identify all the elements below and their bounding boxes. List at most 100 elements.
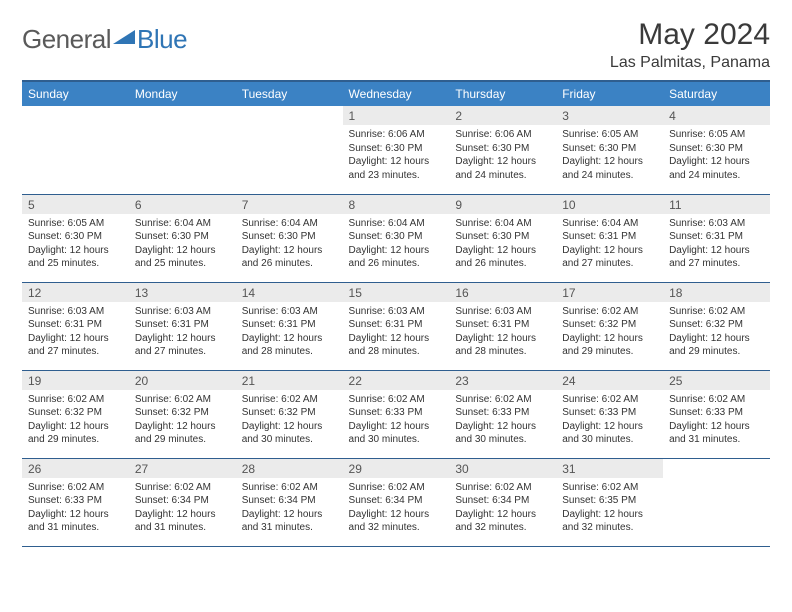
day-number: 29 (343, 459, 450, 478)
day-number: 27 (129, 459, 236, 478)
calendar-day-cell: 9Sunrise: 6:04 AMSunset: 6:30 PMDaylight… (449, 194, 556, 282)
calendar-day-cell: 27Sunrise: 6:02 AMSunset: 6:34 PMDayligh… (129, 458, 236, 546)
day-number: 26 (22, 459, 129, 478)
day-details: Sunrise: 6:02 AMSunset: 6:33 PMDaylight:… (449, 390, 556, 451)
day-details: Sunrise: 6:03 AMSunset: 6:31 PMDaylight:… (343, 302, 450, 363)
calendar-day-cell: 20Sunrise: 6:02 AMSunset: 6:32 PMDayligh… (129, 370, 236, 458)
day-number: 19 (22, 371, 129, 390)
day-details: Sunrise: 6:02 AMSunset: 6:32 PMDaylight:… (556, 302, 663, 363)
calendar-day-cell: 12Sunrise: 6:03 AMSunset: 6:31 PMDayligh… (22, 282, 129, 370)
day-details: Sunrise: 6:02 AMSunset: 6:34 PMDaylight:… (129, 478, 236, 539)
calendar-day-cell: 7Sunrise: 6:04 AMSunset: 6:30 PMDaylight… (236, 194, 343, 282)
day-details: Sunrise: 6:05 AMSunset: 6:30 PMDaylight:… (556, 125, 663, 186)
calendar-day-cell: 24Sunrise: 6:02 AMSunset: 6:33 PMDayligh… (556, 370, 663, 458)
day-details: Sunrise: 6:02 AMSunset: 6:33 PMDaylight:… (556, 390, 663, 451)
day-details: Sunrise: 6:02 AMSunset: 6:35 PMDaylight:… (556, 478, 663, 539)
calendar-week-row: 12Sunrise: 6:03 AMSunset: 6:31 PMDayligh… (22, 282, 770, 370)
day-number: 2 (449, 106, 556, 125)
day-number: 23 (449, 371, 556, 390)
day-details: Sunrise: 6:03 AMSunset: 6:31 PMDaylight:… (663, 214, 770, 275)
day-number: 31 (556, 459, 663, 478)
calendar-day-cell: 13Sunrise: 6:03 AMSunset: 6:31 PMDayligh… (129, 282, 236, 370)
calendar-day-cell: 10Sunrise: 6:04 AMSunset: 6:31 PMDayligh… (556, 194, 663, 282)
day-details: Sunrise: 6:06 AMSunset: 6:30 PMDaylight:… (449, 125, 556, 186)
calendar-day-cell: 30Sunrise: 6:02 AMSunset: 6:34 PMDayligh… (449, 458, 556, 546)
calendar-day-cell: 5Sunrise: 6:05 AMSunset: 6:30 PMDaylight… (22, 194, 129, 282)
calendar-week-row: 26Sunrise: 6:02 AMSunset: 6:33 PMDayligh… (22, 458, 770, 546)
calendar-day-cell: 31Sunrise: 6:02 AMSunset: 6:35 PMDayligh… (556, 458, 663, 546)
day-details: Sunrise: 6:04 AMSunset: 6:30 PMDaylight:… (236, 214, 343, 275)
calendar-day-cell: 15Sunrise: 6:03 AMSunset: 6:31 PMDayligh… (343, 282, 450, 370)
day-number: 10 (556, 195, 663, 214)
calendar-day-cell: 17Sunrise: 6:02 AMSunset: 6:32 PMDayligh… (556, 282, 663, 370)
calendar-day-cell: 23Sunrise: 6:02 AMSunset: 6:33 PMDayligh… (449, 370, 556, 458)
header: General Blue May 2024 Las Palmitas, Pana… (22, 18, 770, 72)
calendar-day-cell: 28Sunrise: 6:02 AMSunset: 6:34 PMDayligh… (236, 458, 343, 546)
day-number: 20 (129, 371, 236, 390)
day-details: Sunrise: 6:02 AMSunset: 6:34 PMDaylight:… (343, 478, 450, 539)
day-number: 8 (343, 195, 450, 214)
calendar-day-cell: 25Sunrise: 6:02 AMSunset: 6:33 PMDayligh… (663, 370, 770, 458)
calendar-header-row: SundayMondayTuesdayWednesdayThursdayFrid… (22, 81, 770, 106)
day-details: Sunrise: 6:06 AMSunset: 6:30 PMDaylight:… (343, 125, 450, 186)
calendar-day-cell: 14Sunrise: 6:03 AMSunset: 6:31 PMDayligh… (236, 282, 343, 370)
brand-word-general: General (22, 24, 111, 55)
location-label: Las Palmitas, Panama (610, 54, 770, 72)
calendar-empty-cell (22, 106, 129, 194)
day-details: Sunrise: 6:05 AMSunset: 6:30 PMDaylight:… (22, 214, 129, 275)
calendar-week-row: 19Sunrise: 6:02 AMSunset: 6:32 PMDayligh… (22, 370, 770, 458)
calendar-day-cell: 19Sunrise: 6:02 AMSunset: 6:32 PMDayligh… (22, 370, 129, 458)
day-number: 7 (236, 195, 343, 214)
weekday-header: Tuesday (236, 81, 343, 106)
calendar-day-cell: 8Sunrise: 6:04 AMSunset: 6:30 PMDaylight… (343, 194, 450, 282)
calendar-day-cell: 26Sunrise: 6:02 AMSunset: 6:33 PMDayligh… (22, 458, 129, 546)
day-number: 9 (449, 195, 556, 214)
weekday-header: Sunday (22, 81, 129, 106)
day-number: 30 (449, 459, 556, 478)
weekday-header: Monday (129, 81, 236, 106)
day-details: Sunrise: 6:02 AMSunset: 6:33 PMDaylight:… (343, 390, 450, 451)
calendar-day-cell: 18Sunrise: 6:02 AMSunset: 6:32 PMDayligh… (663, 282, 770, 370)
day-number: 13 (129, 283, 236, 302)
calendar-day-cell: 21Sunrise: 6:02 AMSunset: 6:32 PMDayligh… (236, 370, 343, 458)
day-details: Sunrise: 6:04 AMSunset: 6:31 PMDaylight:… (556, 214, 663, 275)
day-details: Sunrise: 6:03 AMSunset: 6:31 PMDaylight:… (129, 302, 236, 363)
day-details: Sunrise: 6:02 AMSunset: 6:33 PMDaylight:… (22, 478, 129, 539)
day-number: 15 (343, 283, 450, 302)
day-number: 22 (343, 371, 450, 390)
day-number: 14 (236, 283, 343, 302)
day-number: 28 (236, 459, 343, 478)
day-details: Sunrise: 6:04 AMSunset: 6:30 PMDaylight:… (129, 214, 236, 275)
day-number: 1 (343, 106, 450, 125)
day-number: 25 (663, 371, 770, 390)
calendar-day-cell: 16Sunrise: 6:03 AMSunset: 6:31 PMDayligh… (449, 282, 556, 370)
weekday-header: Wednesday (343, 81, 450, 106)
day-details: Sunrise: 6:03 AMSunset: 6:31 PMDaylight:… (449, 302, 556, 363)
calendar-empty-cell (663, 458, 770, 546)
calendar-empty-cell (129, 106, 236, 194)
day-number: 21 (236, 371, 343, 390)
day-details: Sunrise: 6:03 AMSunset: 6:31 PMDaylight:… (22, 302, 129, 363)
calendar-week-row: 1Sunrise: 6:06 AMSunset: 6:30 PMDaylight… (22, 106, 770, 194)
day-details: Sunrise: 6:05 AMSunset: 6:30 PMDaylight:… (663, 125, 770, 186)
calendar-day-cell: 11Sunrise: 6:03 AMSunset: 6:31 PMDayligh… (663, 194, 770, 282)
day-details: Sunrise: 6:02 AMSunset: 6:34 PMDaylight:… (449, 478, 556, 539)
day-number: 16 (449, 283, 556, 302)
day-details: Sunrise: 6:02 AMSunset: 6:32 PMDaylight:… (22, 390, 129, 451)
day-details: Sunrise: 6:02 AMSunset: 6:32 PMDaylight:… (663, 302, 770, 363)
day-number: 5 (22, 195, 129, 214)
day-details: Sunrise: 6:02 AMSunset: 6:34 PMDaylight:… (236, 478, 343, 539)
calendar-week-row: 5Sunrise: 6:05 AMSunset: 6:30 PMDaylight… (22, 194, 770, 282)
day-details: Sunrise: 6:02 AMSunset: 6:33 PMDaylight:… (663, 390, 770, 451)
calendar-day-cell: 2Sunrise: 6:06 AMSunset: 6:30 PMDaylight… (449, 106, 556, 194)
day-number: 11 (663, 195, 770, 214)
brand-word-blue: Blue (137, 24, 187, 55)
day-number: 3 (556, 106, 663, 125)
day-number: 4 (663, 106, 770, 125)
day-details: Sunrise: 6:04 AMSunset: 6:30 PMDaylight:… (449, 214, 556, 275)
calendar-table: SundayMondayTuesdayWednesdayThursdayFrid… (22, 80, 770, 547)
title-block: May 2024 Las Palmitas, Panama (610, 18, 770, 72)
calendar-day-cell: 6Sunrise: 6:04 AMSunset: 6:30 PMDaylight… (129, 194, 236, 282)
day-number: 6 (129, 195, 236, 214)
day-number: 17 (556, 283, 663, 302)
